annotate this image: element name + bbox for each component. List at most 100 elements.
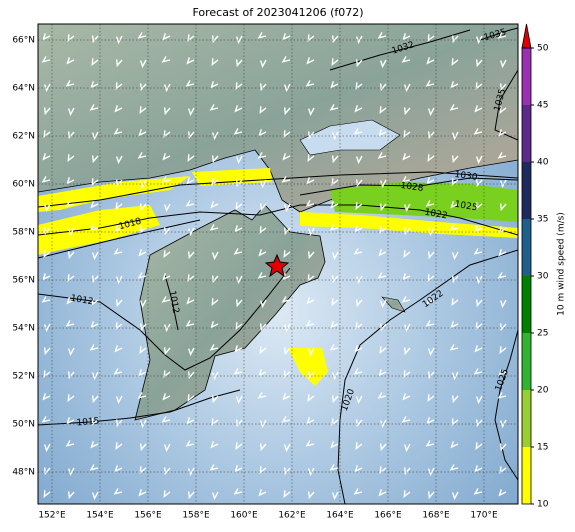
barb bbox=[283, 323, 291, 333]
barb bbox=[67, 154, 75, 162]
barb bbox=[161, 416, 171, 423]
barb bbox=[211, 298, 219, 306]
barb bbox=[259, 443, 267, 452]
barb bbox=[211, 35, 219, 44]
barb bbox=[138, 129, 147, 137]
barb bbox=[65, 80, 75, 87]
barb bbox=[426, 297, 435, 305]
barb bbox=[66, 57, 75, 65]
title: Forecast of 2023041206 (f072) bbox=[192, 6, 363, 19]
barb bbox=[163, 203, 171, 213]
lon-label: 168°E bbox=[422, 511, 450, 521]
barb bbox=[90, 321, 99, 329]
barb bbox=[427, 347, 435, 357]
barb bbox=[139, 83, 147, 92]
barb bbox=[259, 203, 267, 212]
barb bbox=[89, 224, 99, 231]
barb bbox=[235, 275, 243, 285]
barb bbox=[210, 201, 219, 209]
barb bbox=[91, 371, 99, 381]
barb bbox=[211, 418, 219, 426]
barb bbox=[330, 441, 339, 449]
barb bbox=[426, 417, 435, 425]
barb bbox=[427, 467, 435, 477]
barb bbox=[475, 59, 483, 68]
barb bbox=[163, 227, 171, 236]
barb bbox=[209, 344, 219, 351]
barb bbox=[355, 395, 363, 405]
barb bbox=[499, 59, 507, 69]
barb bbox=[187, 491, 195, 500]
barb bbox=[259, 299, 267, 309]
barb bbox=[499, 226, 507, 234]
barb bbox=[403, 443, 411, 453]
lat-label: 56°N bbox=[12, 276, 35, 286]
barb bbox=[162, 153, 171, 161]
barb bbox=[67, 251, 75, 260]
barb bbox=[379, 106, 387, 114]
barb bbox=[43, 227, 51, 236]
barb bbox=[187, 107, 195, 117]
barb bbox=[283, 490, 291, 498]
barb bbox=[42, 33, 51, 41]
barb bbox=[258, 489, 267, 497]
colorbar-tick-label: 20 bbox=[537, 386, 549, 396]
barb bbox=[307, 227, 315, 237]
barb bbox=[91, 418, 99, 426]
barb bbox=[499, 299, 507, 309]
barb bbox=[499, 106, 507, 114]
colorbar-tick-label: 30 bbox=[537, 272, 549, 282]
barb bbox=[282, 393, 291, 401]
barb bbox=[163, 370, 171, 378]
barb bbox=[139, 323, 147, 332]
barb bbox=[42, 273, 51, 281]
barb bbox=[66, 297, 75, 305]
barb bbox=[451, 491, 459, 501]
isobar-label: 1015 bbox=[76, 417, 100, 429]
barb bbox=[499, 179, 507, 189]
barb bbox=[210, 441, 219, 449]
barb bbox=[283, 227, 291, 236]
barb bbox=[257, 392, 267, 399]
barb bbox=[210, 81, 219, 89]
barb bbox=[306, 297, 315, 305]
barb bbox=[475, 35, 483, 45]
barb bbox=[209, 464, 219, 471]
barb bbox=[281, 296, 291, 303]
barb bbox=[259, 323, 267, 332]
barb bbox=[257, 32, 267, 39]
barb bbox=[427, 227, 435, 237]
colorbar-tick-label: 45 bbox=[537, 101, 548, 111]
barb bbox=[258, 369, 267, 377]
isobar-label: 1022 bbox=[424, 208, 448, 222]
barb bbox=[451, 131, 459, 141]
barb bbox=[43, 203, 51, 213]
barb bbox=[449, 224, 459, 231]
barb bbox=[474, 345, 483, 353]
barb bbox=[259, 346, 267, 354]
barb bbox=[307, 154, 315, 162]
barb bbox=[307, 347, 315, 357]
barb bbox=[307, 131, 315, 140]
barb bbox=[139, 443, 147, 452]
barb bbox=[259, 419, 267, 429]
colorbar-tick-label: 25 bbox=[537, 329, 548, 339]
barb bbox=[211, 275, 219, 284]
colorbar-tick-label: 40 bbox=[537, 158, 549, 168]
lat-label: 62°N bbox=[12, 132, 35, 142]
isobar-label: 1012 bbox=[70, 294, 94, 308]
barb bbox=[475, 202, 483, 210]
map-frame bbox=[37, 23, 519, 505]
barb bbox=[235, 442, 243, 450]
barb bbox=[331, 35, 339, 44]
isobar-label: 1025 bbox=[454, 200, 478, 214]
barb bbox=[403, 323, 411, 333]
barb bbox=[259, 59, 267, 69]
barb bbox=[67, 107, 75, 117]
barb bbox=[235, 179, 243, 188]
colorbar-tick-label: 10 bbox=[537, 500, 549, 510]
barb bbox=[115, 179, 123, 188]
barb bbox=[355, 442, 363, 450]
barb bbox=[235, 395, 243, 405]
barb bbox=[187, 467, 195, 477]
